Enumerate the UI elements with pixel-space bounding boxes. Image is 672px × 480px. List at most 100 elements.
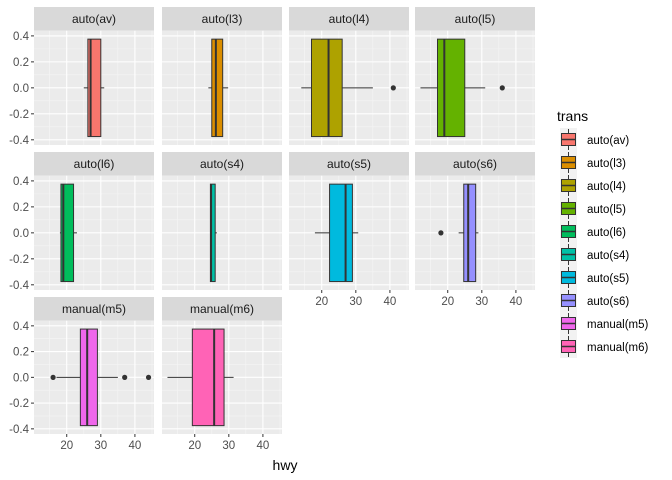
legend-label: manual(m6) (587, 342, 649, 354)
facet-strip-label: auto(s4) (200, 157, 244, 171)
y-axis: 0.4 0.2 0.0 -0.2 -0.4 (9, 176, 34, 292)
x-tick-label: 30 (94, 440, 107, 452)
facet-strip (415, 7, 535, 31)
legend-label: auto(s6) (587, 296, 629, 308)
y-axis: 0.4 0.2 0.0 -0.2 -0.4 (9, 321, 34, 436)
facet-strip (34, 152, 154, 176)
legend-item: auto(s4) (560, 243, 629, 266)
y-tick-label: 0.2 (13, 202, 29, 214)
y-axis: 0.4 0.2 0.0 -0.2 -0.4 (9, 31, 34, 147)
legend-title: trans (557, 108, 588, 124)
y-tick-label: -0.4 (9, 280, 29, 292)
legend: trans auto(av) auto(l3) auto(l4) auto(l5) au… (557, 108, 649, 358)
outlier-point (438, 230, 444, 236)
facet-panel: auto(l6) 0.4 0.2 0.0 -0.2 -0.4 (9, 152, 154, 292)
facet-strip-label: auto(s6) (453, 157, 497, 171)
facet-strip (162, 152, 282, 176)
y-tick-label: 0.4 (13, 176, 30, 188)
x-tick-label: 30 (349, 296, 362, 308)
box (211, 38, 224, 138)
box (463, 183, 477, 283)
y-tick-label: 0.0 (13, 83, 29, 95)
legend-item: manual(m5) (560, 312, 649, 335)
facet-strip (415, 152, 535, 176)
facet-strip-label: manual(m5) (62, 302, 126, 316)
x-tick-label: 40 (384, 296, 397, 308)
legend-item: auto(av) (560, 128, 629, 151)
facet-panel: manual(m5) 0.4 0.2 0.0 -0.2 -0.4 20 30 40 (9, 297, 154, 452)
facet-panel: auto(s6) 20 30 40 (415, 152, 535, 308)
legend-item: auto(s5) (560, 266, 629, 289)
legend-label: auto(l6) (587, 227, 626, 239)
facet-panels: auto(av) 0.4 0.2 0.0 -0.2 -0.4 auto(l3) auto(l4… (9, 7, 535, 452)
y-tick-label: 0.0 (13, 372, 29, 384)
boxplot-auto(s5) (314, 183, 359, 283)
legend-label: auto(l4) (587, 181, 626, 193)
y-tick-label: 0.2 (13, 347, 29, 359)
legend-label: auto(s4) (587, 250, 629, 262)
outlier-point (50, 374, 56, 380)
facet-strip (162, 297, 282, 321)
facet-strip (162, 7, 282, 31)
y-tick-label: -0.2 (9, 398, 29, 410)
facet-panel: manual(m6) 20 30 40 (162, 297, 282, 452)
facet-strip (34, 7, 154, 31)
y-tick-label: 0.2 (13, 57, 29, 69)
facet-strip-label: auto(av) (72, 12, 116, 26)
boxplot-auto(av) (83, 38, 105, 138)
legend-item: auto(l6) (560, 220, 626, 243)
legend-item: manual(m6) (560, 335, 649, 358)
facet-strip-label: auto(l3) (202, 12, 243, 26)
x-tick-label: 30 (475, 296, 488, 308)
legend-label: manual(m5) (587, 319, 649, 331)
facet-strip-label: auto(l6) (74, 157, 115, 171)
legend-item: auto(l3) (560, 151, 626, 174)
legend-item: auto(l4) (560, 174, 626, 197)
legend-item: auto(l5) (560, 197, 626, 220)
box (311, 38, 343, 138)
box (329, 183, 353, 283)
boxplot-auto(s4) (209, 183, 217, 283)
x-axis: 20 30 40 (315, 290, 396, 308)
boxplot-manual(m5) (50, 328, 152, 427)
x-tick-label: 20 (441, 296, 454, 308)
y-tick-label: 0.4 (13, 31, 30, 43)
boxplot-auto(l5) (420, 38, 505, 138)
y-tick-label: -0.4 (9, 135, 29, 147)
x-axis: 20 30 40 (441, 290, 522, 308)
box (437, 38, 466, 138)
y-tick-label: -0.2 (9, 109, 29, 121)
legend-label: auto(l5) (587, 204, 626, 216)
x-tick-label: 30 (222, 440, 235, 452)
x-axis-title: hwy (273, 457, 298, 473)
facet-strip (289, 7, 409, 31)
x-axis: 20 30 40 (60, 434, 141, 452)
legend-item: auto(s6) (560, 289, 629, 312)
facet-strip-label: manual(m6) (190, 302, 254, 316)
boxplot-auto(l3) (208, 38, 229, 138)
x-tick-label: 40 (257, 440, 270, 452)
x-tick-label: 20 (60, 440, 73, 452)
x-tick-label: 20 (315, 296, 328, 308)
outlier-point (122, 374, 128, 380)
x-tick-label: 40 (129, 440, 142, 452)
facet-strip (34, 297, 154, 321)
facet-panel: auto(l5) (415, 7, 535, 146)
facet-strip (289, 152, 409, 176)
x-axis: 20 30 40 (188, 434, 269, 452)
y-tick-label: -0.2 (9, 254, 29, 266)
legend-label: auto(l3) (587, 158, 626, 170)
facet-strip-label: auto(l5) (455, 12, 496, 26)
facet-panel: auto(av) 0.4 0.2 0.0 -0.2 -0.4 (9, 7, 154, 147)
boxplot-manual(m6) (167, 328, 234, 427)
facet-panel: auto(l4) (289, 7, 409, 146)
facet-strip-label: auto(l4) (329, 12, 370, 26)
boxplot-auto(s6) (438, 183, 479, 283)
legend-label: auto(s5) (587, 273, 629, 285)
box (79, 328, 98, 427)
facet-panel: auto(l3) (162, 7, 282, 146)
y-tick-label: 0.0 (13, 228, 29, 240)
boxplot-auto(l6) (59, 183, 77, 283)
x-tick-label: 40 (510, 296, 523, 308)
